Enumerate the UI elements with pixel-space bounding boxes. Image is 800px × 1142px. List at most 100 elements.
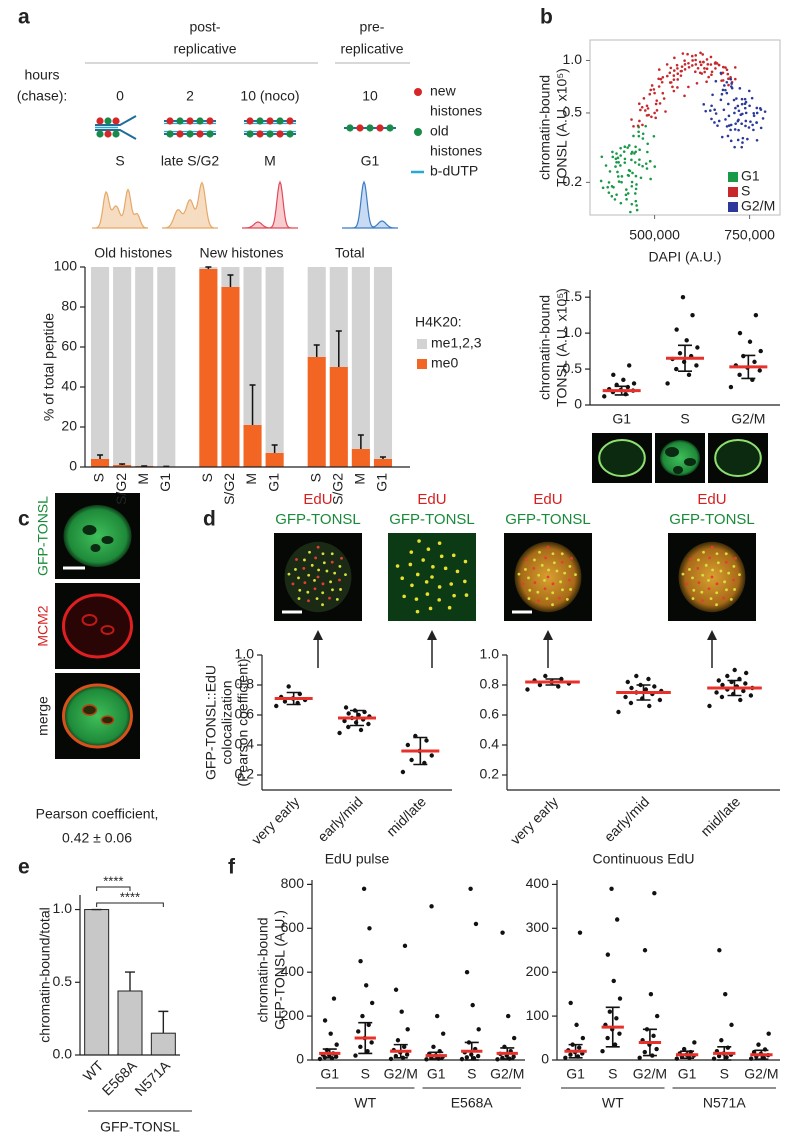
focus xyxy=(697,581,701,585)
point xyxy=(630,158,633,162)
point xyxy=(468,886,473,891)
y-tick-label: 0 xyxy=(574,396,582,412)
point xyxy=(654,102,658,106)
point xyxy=(623,161,627,164)
point xyxy=(642,948,648,953)
focus xyxy=(400,576,405,581)
histone xyxy=(256,130,264,138)
error-bar xyxy=(271,444,278,453)
histone xyxy=(246,117,254,125)
focus xyxy=(464,593,469,597)
focus xyxy=(715,582,719,586)
point xyxy=(653,111,656,115)
key-new xyxy=(414,88,422,96)
point xyxy=(716,1053,722,1059)
point xyxy=(622,150,626,153)
focus xyxy=(417,539,421,543)
focus xyxy=(331,588,334,592)
focus xyxy=(700,590,704,594)
nucleolus xyxy=(101,536,114,544)
point xyxy=(694,70,697,74)
focus xyxy=(558,596,561,600)
point xyxy=(365,1049,370,1054)
point xyxy=(757,368,762,373)
y-tick-label: 100 xyxy=(54,258,78,274)
focus xyxy=(707,587,711,591)
point xyxy=(694,58,697,62)
point xyxy=(740,145,744,149)
focus xyxy=(704,563,708,567)
error-bar xyxy=(313,344,320,357)
x-tick-label: early/mid xyxy=(314,793,365,844)
point xyxy=(353,1053,358,1058)
focus xyxy=(560,552,564,556)
point xyxy=(431,1044,436,1050)
hours-label: hours xyxy=(24,67,59,83)
focus xyxy=(734,556,737,560)
point xyxy=(369,1040,374,1045)
y-tick-label: 20 xyxy=(61,418,77,434)
point xyxy=(617,1031,622,1036)
focus xyxy=(321,582,325,586)
point xyxy=(653,165,657,168)
bar xyxy=(117,990,143,1056)
legend-title: H4K20: xyxy=(415,314,462,330)
point xyxy=(719,1038,724,1043)
focus xyxy=(316,545,320,549)
point xyxy=(648,92,652,96)
histone xyxy=(276,117,284,125)
point xyxy=(652,134,656,138)
point xyxy=(648,159,652,163)
point xyxy=(737,372,742,378)
point xyxy=(616,156,620,160)
focus xyxy=(297,597,301,600)
x-tick-label: G1 xyxy=(427,1066,446,1082)
x-tick-label: G1 xyxy=(374,473,390,492)
point xyxy=(721,71,725,75)
point xyxy=(719,71,723,75)
dna-fork xyxy=(95,115,137,140)
point xyxy=(635,204,638,207)
hours-label: (chase): xyxy=(17,88,68,104)
panel-label: d xyxy=(203,508,216,531)
focus xyxy=(313,587,317,591)
point xyxy=(611,150,614,154)
point xyxy=(637,102,641,105)
time-label: 0 xyxy=(116,88,124,104)
point xyxy=(610,194,614,198)
focus xyxy=(303,558,306,562)
histone xyxy=(266,130,274,138)
nucleus-outline xyxy=(598,439,646,477)
legend-label: me1,2,3 xyxy=(431,335,482,351)
focus xyxy=(709,597,713,601)
point xyxy=(729,128,732,132)
y-tick-label: 0.5 xyxy=(53,973,73,989)
point xyxy=(646,150,649,154)
y-tick-label: 800 xyxy=(281,875,305,891)
point xyxy=(702,60,705,64)
focus xyxy=(333,571,337,575)
point xyxy=(646,142,649,146)
point xyxy=(574,1022,579,1028)
point xyxy=(358,727,364,733)
point xyxy=(736,138,740,142)
point xyxy=(637,130,640,134)
focus xyxy=(395,564,400,568)
focus xyxy=(708,556,712,560)
point xyxy=(631,171,634,175)
point xyxy=(717,948,722,953)
panel-label: e xyxy=(18,856,30,879)
point xyxy=(759,108,763,111)
focus xyxy=(335,597,339,601)
point xyxy=(699,63,703,67)
focus xyxy=(681,572,685,576)
x-tick-label: mid/late xyxy=(697,793,743,839)
point xyxy=(334,1042,339,1047)
focus xyxy=(310,563,314,567)
point xyxy=(635,183,638,186)
point xyxy=(616,170,619,174)
point xyxy=(619,201,623,205)
image-label: EdU xyxy=(303,491,332,508)
point xyxy=(630,184,634,188)
point xyxy=(716,124,719,127)
